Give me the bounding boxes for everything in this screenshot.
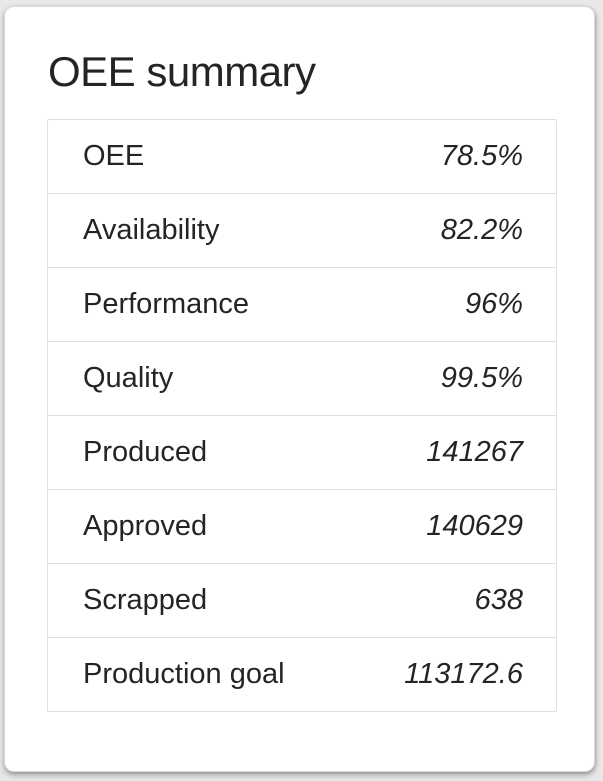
metric-value: 113172.6 — [404, 658, 523, 690]
table-row[interactable]: Quality 99.5% — [48, 341, 556, 415]
metric-value: 140629 — [426, 510, 523, 542]
metric-label: OEE — [83, 140, 145, 172]
metric-value: 78.5% — [440, 140, 523, 172]
metric-label: Availability — [83, 214, 220, 246]
metrics-table: OEE 78.5% Availability 82.2% Performance… — [47, 119, 557, 712]
metric-value: 82.2% — [440, 214, 523, 246]
metric-value: 99.5% — [440, 362, 523, 394]
metric-label: Production goal — [83, 658, 285, 690]
table-row[interactable]: Scrapped 638 — [48, 563, 556, 637]
table-row[interactable]: Approved 140629 — [48, 489, 556, 563]
metric-label: Quality — [83, 362, 174, 394]
oee-summary-card: OEE summary OEE 78.5% Availability 82.2%… — [4, 6, 595, 772]
metric-label: Scrapped — [83, 584, 208, 616]
metric-label: Performance — [83, 288, 250, 320]
table-row[interactable]: Availability 82.2% — [48, 193, 556, 267]
metric-value: 638 — [474, 584, 523, 616]
metric-value: 141267 — [426, 436, 523, 468]
metric-value: 96% — [464, 288, 523, 320]
table-row[interactable]: Production goal 113172.6 — [48, 637, 556, 711]
table-row[interactable]: Produced 141267 — [48, 415, 556, 489]
table-row[interactable]: Performance 96% — [48, 267, 556, 341]
card-title: OEE summary — [48, 48, 316, 95]
metric-label: Approved — [83, 510, 208, 542]
metric-label: Produced — [83, 436, 208, 468]
table-row[interactable]: OEE 78.5% — [48, 120, 556, 193]
